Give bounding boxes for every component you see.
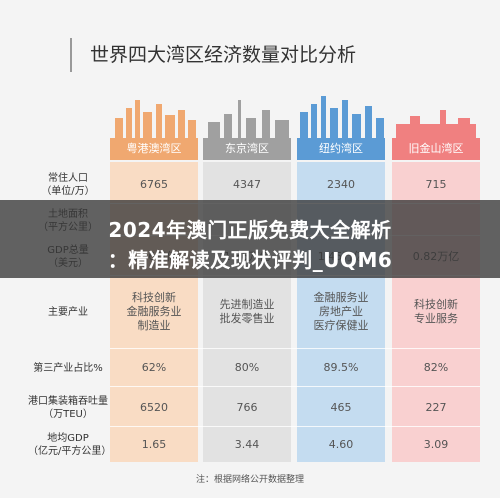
title-rule [70, 38, 72, 72]
table-cell: 89.5% [297, 350, 385, 386]
table-cell: 科技创新 专业服务 [392, 277, 480, 347]
cell-text: 4.60 [328, 438, 354, 451]
row-label-line: 港口集装箱吞吐量 [28, 396, 108, 407]
cell-text: 房地产业 [319, 305, 363, 318]
table-cell: 766 [203, 388, 291, 428]
cell-text: 89.5% [323, 361, 359, 374]
row-divider [110, 348, 480, 349]
cell-text: 科技创新 [414, 298, 458, 311]
table-cell: 先进制造业 批发零售业 [203, 277, 291, 347]
row-divider [110, 386, 480, 387]
cell-text: 制造业 [137, 319, 171, 332]
cell-text: 专业服务 [414, 312, 458, 325]
cell-text: 金融服务业 [126, 305, 182, 318]
table-cell: 科技创新 金融服务业 制造业 [110, 277, 198, 347]
table-cell: 62% [110, 350, 198, 386]
table-cell: 3.44 [203, 428, 291, 462]
row-label-line: （亿元/平方公里） [28, 446, 112, 457]
column-header: 粤港澳湾区 [110, 138, 198, 160]
row-label-line: （万TEU） [43, 409, 93, 420]
cell-text: 6765 [140, 178, 168, 191]
cell-text: 金融服务业 [313, 291, 369, 304]
column-header: 东京湾区 [203, 138, 291, 160]
cell-text: 465 [330, 401, 352, 414]
table-cell: 6520 [110, 388, 198, 428]
cell-text: 批发零售业 [219, 312, 275, 325]
cell-text: 715 [425, 178, 447, 191]
table-cell: 3.09 [392, 428, 480, 462]
row-label-line: 第三产业占比% [33, 362, 103, 374]
cell-text: 4347 [233, 178, 261, 191]
column-header: 纽约湾区 [297, 138, 385, 160]
row-label: 常住人口 （单位/万） [28, 165, 108, 205]
banner [0, 200, 500, 278]
table-cell: 715 [392, 165, 480, 205]
cell-text: 医疗保健业 [313, 319, 369, 332]
cell-text: 科技创新 [132, 291, 176, 304]
table-cell: 4.60 [297, 428, 385, 462]
footnote: 注：根据网络公开数据整理 [195, 475, 304, 485]
row-label: 主要产业 [28, 277, 108, 347]
column-header: 旧金山湾区 [392, 138, 480, 160]
cell-text: 1.65 [141, 438, 167, 451]
table-cell: 82% [392, 350, 480, 386]
row-label: 第三产业占比% [28, 350, 108, 386]
row-label-line: 地均GDP [47, 433, 89, 444]
cell-text: 227 [425, 401, 447, 414]
row-label-line: 常住人口 [48, 173, 88, 184]
row-label: 港口集装箱吞吐量 （万TEU） [28, 388, 108, 428]
cell-text: 3.44 [234, 438, 260, 451]
table-cell: 金融服务业 房地产业 医疗保健业 [297, 277, 385, 347]
cell-text: 62% [141, 361, 167, 374]
cell-text: 766 [236, 401, 258, 414]
cell-text: 3.09 [423, 438, 449, 451]
table-cell: 4347 [203, 165, 291, 205]
row-label-line: （单位/万） [41, 186, 95, 197]
banner-line: ：精准解读及现状评判_UQM6 [107, 248, 393, 272]
table-cell: 1.65 [110, 428, 198, 462]
cell-text: 80% [234, 361, 260, 374]
cell-text: 82% [423, 361, 449, 374]
cell-text: 6520 [140, 401, 168, 414]
table-cell: 6765 [110, 165, 198, 205]
row-label-line: 主要产业 [48, 306, 88, 318]
cell-text: 先进制造业 [219, 298, 275, 311]
table-cell: 80% [203, 350, 291, 386]
row-label: 地均GDP （亿元/平方公里） [28, 428, 112, 462]
table-cell: 2340 [297, 165, 385, 205]
title: 世界四大湾区经济数量对比分析 [90, 44, 357, 66]
cell-text: 2340 [327, 178, 355, 191]
banner-line: 2024年澳门正版免费大全解析 [108, 218, 392, 242]
table-cell: 465 [297, 388, 385, 428]
row-divider [110, 426, 480, 427]
table-cell: 227 [392, 388, 480, 428]
